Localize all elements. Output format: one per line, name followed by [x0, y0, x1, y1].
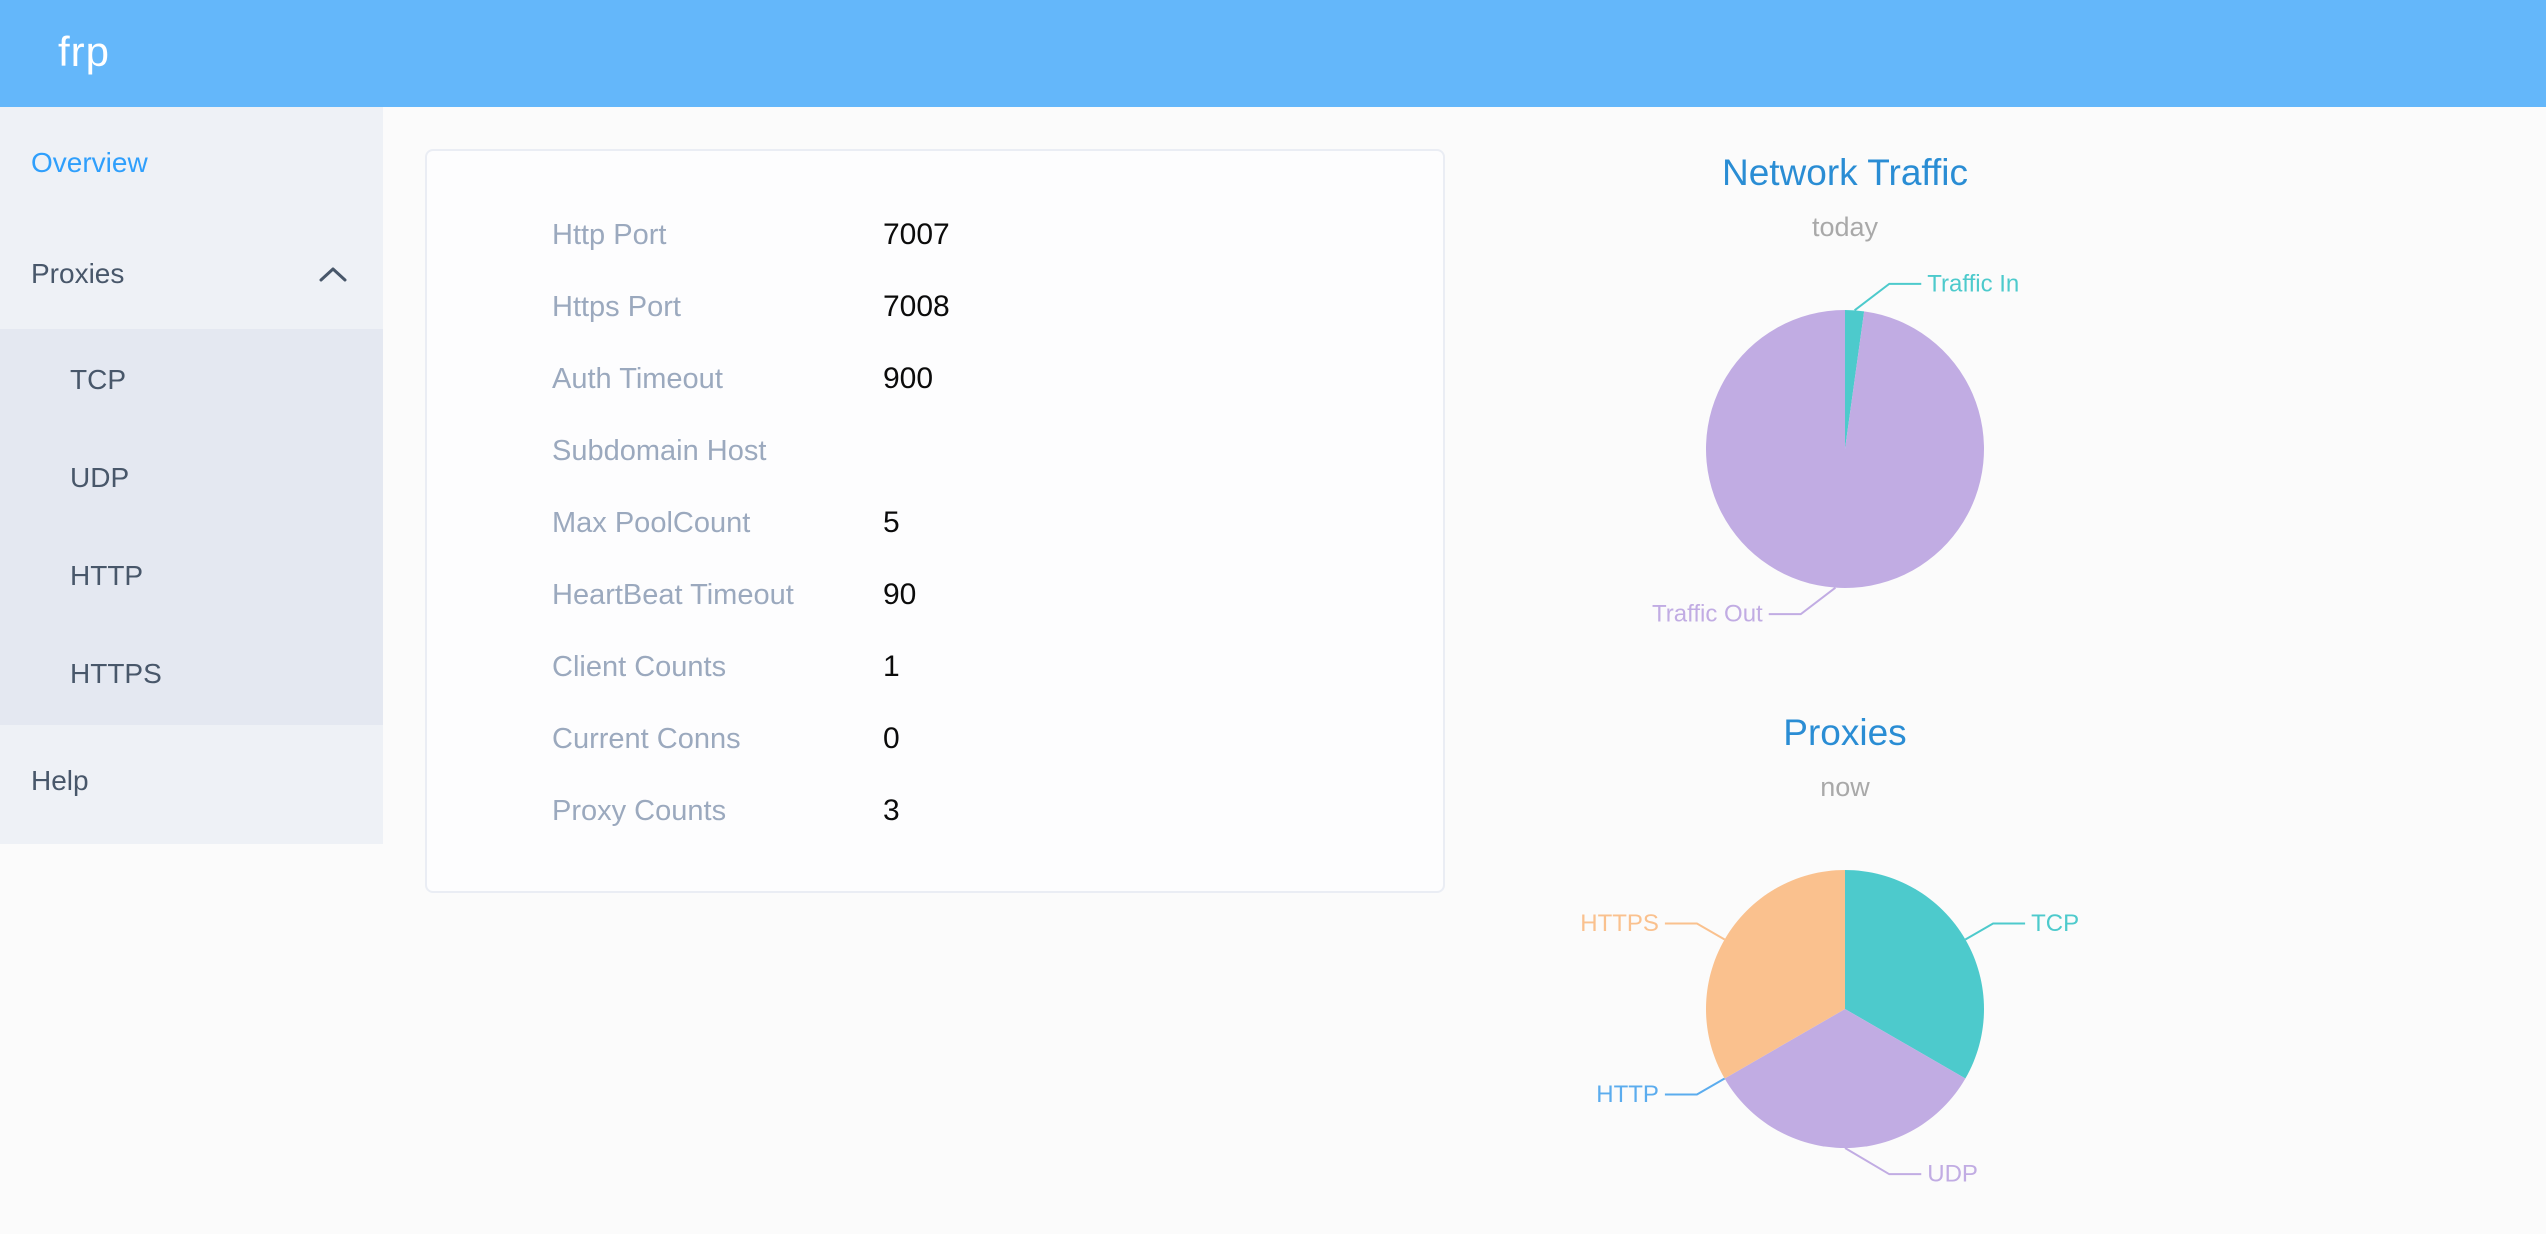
config-label: Proxy Counts: [552, 794, 727, 827]
pie-slice-https[interactable]: [1706, 870, 1845, 1079]
sidebar-item-help[interactable]: Help: [0, 725, 383, 836]
sidebar-item-label: HTTP: [70, 560, 144, 591]
config-row: Client Counts 1: [427, 631, 1443, 703]
config-label: Subdomain Host: [552, 434, 767, 467]
config-label: Current Conns: [552, 722, 741, 755]
pie-label: HTTP: [1596, 1081, 1659, 1108]
chevron-up-icon: [319, 267, 347, 281]
app-logo: frp: [58, 28, 111, 75]
config-label: Http Port: [552, 218, 667, 251]
sidebar-item-label: Help: [31, 764, 89, 796]
proxies-subtitle: now: [1820, 772, 1870, 802]
config-row: Max PoolCount 5: [427, 487, 1443, 559]
config-value: 7008: [883, 290, 950, 323]
config-value: 1: [883, 650, 900, 683]
config-row: Subdomain Host: [427, 415, 1443, 487]
config-value: 5: [883, 506, 900, 539]
config-row: Proxy Counts 3: [427, 775, 1443, 847]
pie-slice-tcp[interactable]: [1845, 870, 1984, 1079]
config-label: HeartBeat Timeout: [552, 578, 794, 611]
network-traffic-subtitle: today: [1811, 212, 1879, 242]
pie-label: Traffic Out: [1652, 601, 1763, 628]
config-row: HeartBeat Timeout 90: [427, 559, 1443, 631]
pie-slice-udp[interactable]: [1724, 1009, 1966, 1148]
sidebar-item-udp[interactable]: UDP: [0, 429, 383, 527]
proxies-submenu: TCP UDP HTTP HTTPS: [0, 329, 383, 725]
config-row: Http Port 7007: [427, 199, 1443, 271]
sidebar-item-label: HTTPS: [70, 658, 162, 689]
pie-label: TCP: [2031, 910, 2079, 937]
sidebar-item-proxies[interactable]: Proxies: [0, 218, 383, 329]
network-traffic-pie-chart: Traffic In Traffic Out: [1652, 270, 2019, 628]
pie-label-line: [1768, 586, 1837, 616]
config-label: Auth Timeout: [552, 362, 723, 395]
header-bar: frp: [0, 0, 2546, 107]
config-label: Https Port: [552, 290, 681, 323]
config-row: Current Conns 0: [427, 703, 1443, 775]
pie-label: UDP: [1927, 1161, 1978, 1188]
proxies-title: Proxies: [1783, 712, 1907, 753]
config-row: Https Port 7008: [427, 271, 1443, 343]
sidebar: Overview Proxies TCP UDP HTTP HTTPS Help: [0, 107, 383, 844]
config-value: 0: [883, 722, 900, 755]
config-row: Auth Timeout 900: [427, 343, 1443, 415]
sidebar-item-https[interactable]: HTTPS: [0, 625, 383, 723]
pie-label-line: [1853, 282, 1922, 312]
config-value: 900: [883, 362, 934, 395]
network-traffic-title: Network Traffic: [1721, 152, 1969, 193]
config-label: Max PoolCount: [552, 506, 751, 539]
config-label: Client Counts: [552, 650, 727, 683]
sidebar-item-tcp[interactable]: TCP: [0, 331, 383, 429]
sidebar-item-label: Overview: [31, 146, 148, 178]
pie-label: HTTPS: [1580, 910, 1659, 937]
sidebar-item-label: UDP: [70, 462, 130, 493]
pie-label-line: [1664, 1077, 1726, 1096]
config-value: 7007: [883, 218, 950, 251]
sidebar-item-overview[interactable]: Overview: [0, 107, 383, 218]
config-value: 3: [883, 794, 900, 827]
pie-slice-traffic-out[interactable]: [1706, 310, 1984, 588]
sidebar-item-label: TCP: [70, 364, 126, 395]
sidebar-item-label: Proxies: [31, 257, 125, 289]
pie-label-line: [1664, 922, 1726, 941]
pie-label-line: [1844, 1147, 1922, 1176]
pie-label: Traffic In: [1927, 270, 2019, 297]
pie-label-line: [1964, 922, 2026, 941]
proxies-pie-chart: TCP UDP HTTP HTTPS: [1580, 870, 2079, 1188]
sidebar-item-http[interactable]: HTTP: [0, 527, 383, 625]
server-config-panel: Http Port 7007 Https Port 7008 Auth Timeout 9…: [425, 149, 1445, 893]
pie-slice-traffic-in[interactable]: [1845, 310, 1865, 449]
config-value: 90: [883, 578, 917, 611]
